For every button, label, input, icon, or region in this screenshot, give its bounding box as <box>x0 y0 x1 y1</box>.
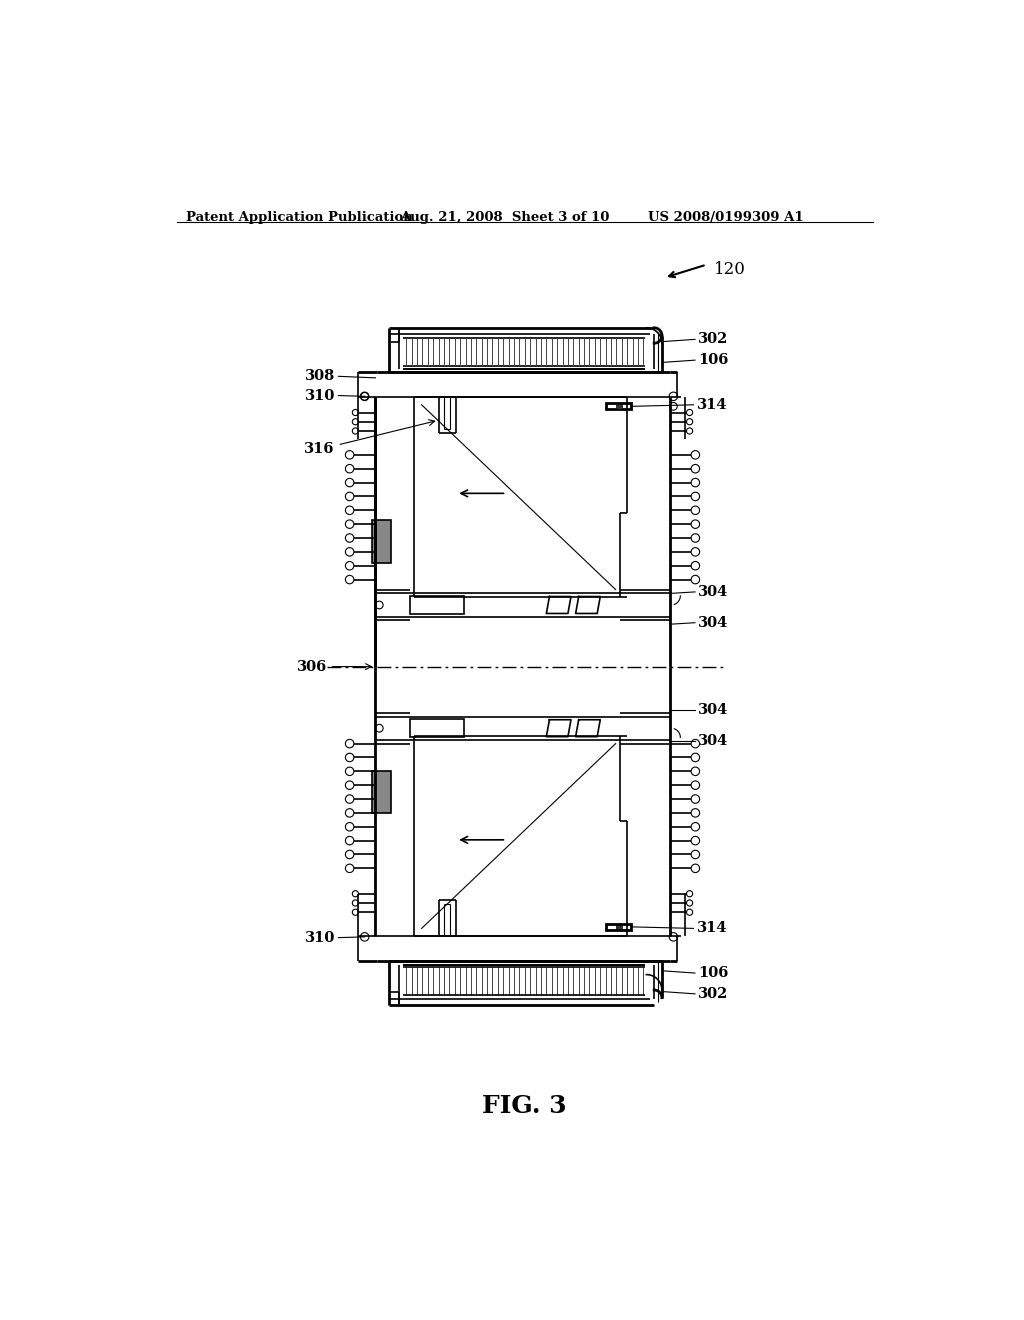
Text: 106: 106 <box>698 966 728 979</box>
Text: 302: 302 <box>698 987 728 1001</box>
Text: Patent Application Publication: Patent Application Publication <box>186 211 413 224</box>
Text: 314: 314 <box>696 921 727 936</box>
Text: 304: 304 <box>698 704 728 718</box>
Text: 310: 310 <box>305 931 336 945</box>
Text: 304: 304 <box>698 585 728 599</box>
Text: 304: 304 <box>698 615 728 630</box>
Text: 314: 314 <box>696 397 727 412</box>
Bar <box>616 404 622 409</box>
Bar <box>410 595 464 614</box>
Text: 310: 310 <box>305 388 336 403</box>
Text: 304: 304 <box>698 734 728 748</box>
Bar <box>372 771 391 813</box>
Text: 302: 302 <box>698 333 728 346</box>
Text: 306: 306 <box>297 660 372 673</box>
Text: US 2008/0199309 A1: US 2008/0199309 A1 <box>648 211 804 224</box>
Text: 106: 106 <box>698 354 728 367</box>
Text: 316: 316 <box>304 420 434 457</box>
Bar <box>606 404 631 409</box>
Bar <box>410 719 464 738</box>
Bar <box>606 924 631 929</box>
Text: Aug. 21, 2008  Sheet 3 of 10: Aug. 21, 2008 Sheet 3 of 10 <box>400 211 609 224</box>
Bar <box>372 520 391 562</box>
Text: 120: 120 <box>714 261 746 277</box>
Text: FIG. 3: FIG. 3 <box>482 1094 567 1118</box>
Text: 308: 308 <box>305 370 336 383</box>
Bar <box>616 924 622 929</box>
